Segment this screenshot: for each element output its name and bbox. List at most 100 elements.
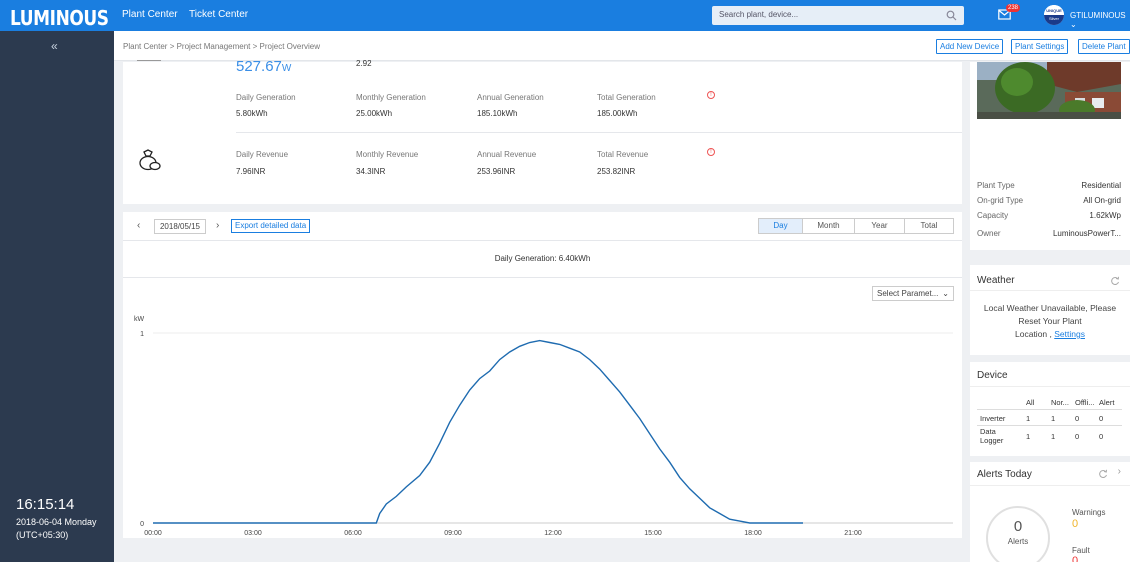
alerts-count-label: Alerts — [1007, 537, 1029, 546]
device-header-alert: Alert — [1099, 398, 1115, 407]
plant-settings-button[interactable]: Plant Settings — [1011, 39, 1069, 54]
avatar-top-text: UNIQUE — [1044, 5, 1064, 15]
x-tick-label: 09:00 — [444, 530, 462, 537]
date-picker[interactable]: 2018/05/15 — [154, 219, 206, 234]
alerts-count: 0 — [1013, 518, 1023, 535]
search-icon[interactable] — [946, 10, 957, 21]
annual-revenue-value: 253.96INR — [477, 167, 516, 176]
refresh-icon[interactable] — [1098, 469, 1108, 479]
tab-total[interactable]: Total — [905, 219, 953, 233]
owner-label: Owner — [977, 229, 1001, 238]
period-tabs: Day Month Year Total — [758, 218, 954, 234]
device-card: Device All Nor... Offli... Alert Inverte… — [970, 362, 1130, 456]
x-tick-label: 15:00 — [644, 530, 662, 537]
tab-ticket-center[interactable]: Ticket Center — [189, 9, 249, 20]
device-header-normal: Nor... — [1051, 398, 1069, 407]
x-tick-label: 18:00 — [744, 530, 762, 537]
monthly-generation-value: 25.00kWh — [356, 109, 393, 118]
avatar[interactable]: UNIQUE Silver — [1044, 5, 1064, 25]
plant-info-card: Plant Type Residential On-grid Type All … — [970, 62, 1130, 250]
add-new-device-button[interactable]: Add New Device — [936, 39, 1004, 54]
device-row-name[interactable]: Data Logger — [980, 427, 1004, 445]
device-title: Device — [977, 370, 1008, 381]
annual-generation-value: 185.10kWh — [477, 109, 518, 118]
x-tick-label: 03:00 — [244, 530, 262, 537]
weather-settings-link[interactable]: Settings — [1054, 329, 1085, 339]
generation-series-line — [153, 339, 803, 524]
alerts-ring — [986, 506, 1050, 562]
double-chevron-left-icon[interactable]: « — [51, 39, 58, 53]
x-tick-label: 06:00 — [344, 530, 362, 537]
summary-card: 527.67W 2.92 Daily Generation 5.80kWh Mo… — [123, 58, 962, 204]
export-data-button[interactable]: Export detailed data — [231, 219, 311, 233]
divider — [970, 485, 1130, 486]
tab-plant-center[interactable]: Plant Center — [122, 9, 178, 20]
info-icon[interactable]: ! — [707, 91, 715, 99]
monthly-revenue-value: 34.3INR — [356, 167, 386, 176]
breadcrumb-bar: Plant Center > Project Management > Proj… — [114, 31, 1130, 61]
generation-chart: kW 00:00 03:00 06:00 09:00 12:00 15:00 18:00 21… — [134, 316, 953, 537]
clock-timezone: (UTC+05:30) — [16, 530, 69, 540]
clock-time: 16:15:14 — [16, 496, 75, 513]
tab-day[interactable]: Day — [759, 219, 803, 233]
device-row-name[interactable]: Inverter — [980, 414, 1006, 423]
divider — [236, 132, 962, 133]
daily-generation-value: 5.80kWh — [236, 109, 268, 118]
chevron-down-icon: ⌄ — [1070, 20, 1077, 29]
sidebar: « 16:15:14 2018-06-04 Monday (UTC+05:30) — [0, 31, 114, 562]
tab-month[interactable]: Month — [803, 219, 855, 233]
device-row-normal: 1 — [1051, 414, 1056, 423]
current-power-value: 527.67W — [236, 58, 292, 75]
device-row-offline: 0 — [1075, 414, 1080, 423]
divider — [137, 60, 161, 61]
annual-generation-label: Annual Generation — [477, 93, 544, 102]
fault-label: Fault — [1072, 546, 1090, 555]
alerts-title: Alerts Today — [977, 469, 1032, 480]
total-generation-value: 185.00kWh — [597, 109, 638, 118]
warnings-count: 0 — [1072, 518, 1079, 530]
money-bag-icon — [139, 149, 161, 171]
owner-value: LuminousPowerT... — [1052, 229, 1121, 238]
total-generation-label: Total Generation — [597, 93, 656, 102]
breadcrumb[interactable]: Plant Center > Project Management > Proj… — [123, 42, 320, 51]
device-header-offline: Offli... — [1075, 398, 1095, 407]
divider — [123, 240, 962, 241]
divider — [123, 277, 962, 278]
next-date-icon[interactable]: › — [216, 220, 220, 231]
brand-logo[interactable]: LUMINOUS — [10, 6, 109, 30]
refresh-icon[interactable] — [1110, 276, 1120, 286]
search-input[interactable]: Search plant, device... — [712, 6, 964, 25]
divider — [970, 386, 1130, 387]
annual-revenue-label: Annual Revenue — [477, 150, 537, 159]
daily-generation-title: Daily Generation: 6.40kWh — [494, 254, 591, 263]
device-row-all: 1 — [1026, 414, 1031, 423]
y-tick-label: 1 — [140, 331, 144, 338]
device-header-all: All — [1026, 398, 1035, 407]
prev-date-icon[interactable]: ‹ — [137, 220, 141, 231]
user-menu[interactable]: GTILUMINOUS ⌄ — [1070, 11, 1130, 29]
chevron-down-icon: ⌄ — [942, 289, 949, 298]
plant-photo[interactable] — [977, 62, 1121, 119]
delete-plant-button[interactable]: Delete Plant — [1078, 39, 1130, 54]
fault-count: 0 — [1072, 555, 1079, 562]
daily-revenue-label: Daily Revenue — [236, 150, 289, 159]
parameter-select[interactable]: Select Paramet... ⌄ — [872, 286, 954, 301]
chart-card — [123, 212, 962, 538]
alerts-card: Alerts Today › 0 Alerts Warnings 0 Fault… — [970, 462, 1130, 562]
daily-revenue-value: 7.96INR — [236, 167, 266, 176]
mail-icon[interactable] — [998, 9, 1011, 20]
x-tick-label: 00:00 — [144, 530, 162, 537]
device-row-all: 1 — [1026, 432, 1031, 441]
device-row-normal: 1 — [1051, 432, 1056, 441]
info-icon[interactable]: ! — [707, 148, 715, 156]
tab-year[interactable]: Year — [855, 219, 905, 233]
plant-type-value: Residential — [1081, 181, 1121, 190]
weather-card: Weather Local Weather Unavailable, Pleas… — [970, 265, 1130, 355]
x-tick-label: 12:00 — [544, 530, 562, 537]
chevron-right-icon[interactable]: › — [1117, 466, 1121, 477]
capacity-value: 1.62kWp — [1089, 211, 1121, 220]
divider — [970, 290, 1130, 291]
search-placeholder: Search plant, device... — [719, 10, 799, 19]
total-revenue-value: 253.82INR — [597, 167, 636, 176]
top-bar: LUMINOUS Plant Center Ticket Center Sear… — [0, 0, 1130, 31]
